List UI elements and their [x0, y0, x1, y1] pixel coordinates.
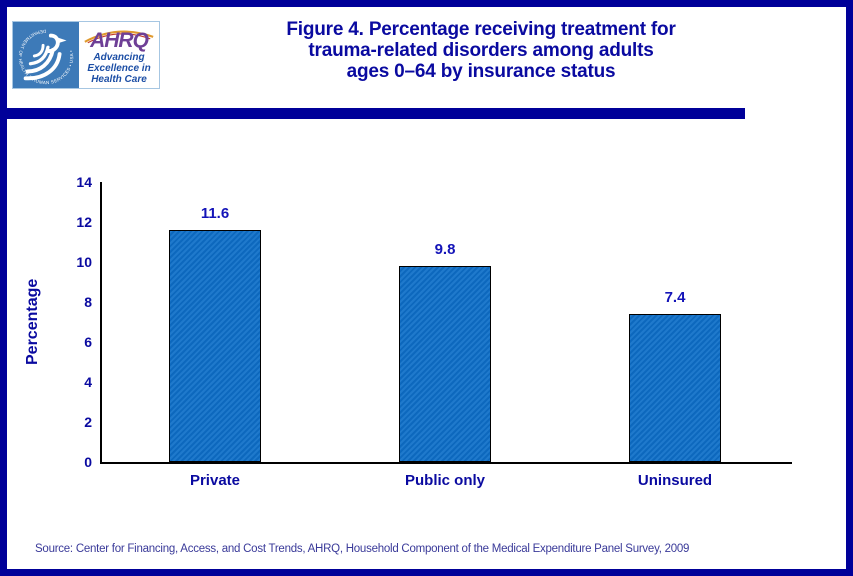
source-note: Source: Center for Financing, Access, an… — [35, 543, 690, 555]
ahrq-acronym: AHRQ — [90, 29, 149, 52]
figure-title-line: ages 0–64 by insurance status — [346, 61, 616, 82]
figure-title: Figure 4. Percentage receiving treatment… — [157, 19, 805, 82]
y-tick-label: 14 — [76, 174, 92, 190]
tagline-line: Advancing — [93, 52, 145, 63]
header-divider — [7, 108, 745, 119]
bar-value-label: 11.6 — [200, 205, 230, 222]
plot-area — [100, 182, 792, 464]
x-category-label: Public only — [404, 472, 485, 489]
hhs-eagle-icon: DEPARTMENT OF HEALTH & HUMAN SERVICES • … — [18, 29, 74, 85]
hhs-seal-icon: DEPARTMENT OF HEALTH & HUMAN SERVICES • … — [13, 22, 79, 88]
figure-title-line: Figure 4. Percentage receiving treatment… — [286, 19, 676, 40]
ahrq-tagline: Advancing Excellence in Health Care — [79, 52, 159, 85]
y-tick-label: 0 — [84, 454, 92, 470]
bar-value-label: 9.8 — [434, 241, 456, 258]
y-tick-label: 6 — [84, 334, 92, 350]
y-tick-label: 12 — [76, 214, 92, 230]
bar-private — [169, 230, 261, 462]
bar-public-only — [399, 266, 491, 462]
figure-title-line: trauma-related disorders among adults — [308, 40, 654, 61]
x-category-label: Private — [189, 472, 241, 489]
tagline-line: Excellence in — [87, 63, 151, 74]
y-tick-label: 8 — [84, 294, 92, 310]
y-axis-label: Percentage — [24, 278, 41, 366]
ahrq-hhs-logo: DEPARTMENT OF HEALTH & HUMAN SERVICES • … — [12, 21, 160, 89]
y-tick-label: 10 — [76, 254, 92, 270]
bar-uninsured — [629, 314, 721, 462]
y-tick-label: 2 — [84, 414, 92, 430]
ahrq-logo: AHRQ Advancing Excellence in Health Care — [79, 22, 159, 88]
bar-value-label: 7.4 — [664, 289, 686, 306]
tagline-line: Health Care — [91, 74, 147, 85]
x-category-label: Uninsured — [637, 472, 713, 489]
rainbow-arc-icon — [84, 30, 154, 44]
y-tick-label: 4 — [84, 374, 92, 390]
